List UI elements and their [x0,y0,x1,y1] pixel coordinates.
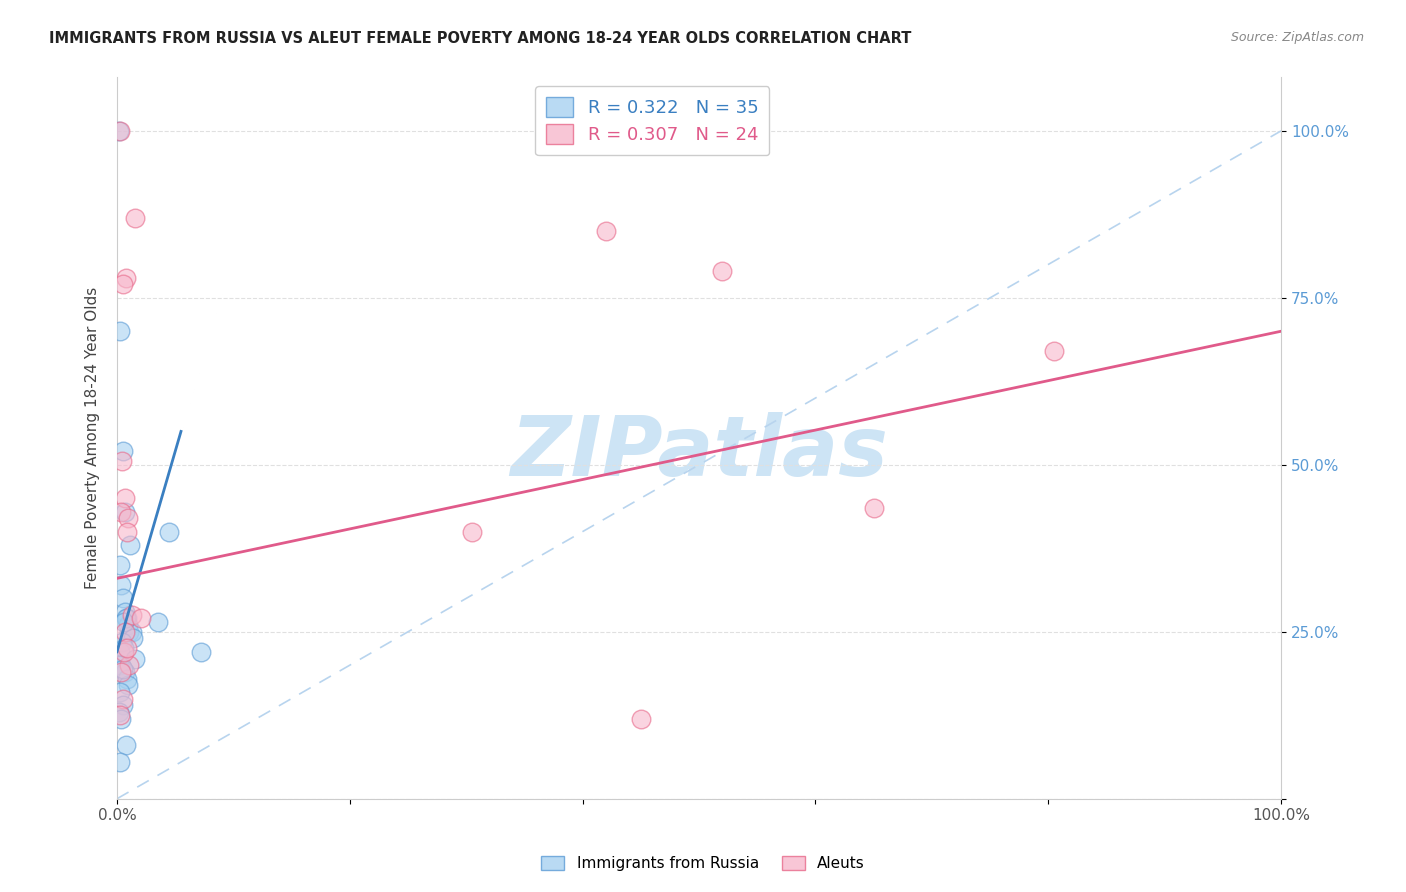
Point [121,624,143,639]
Point [711,264,734,278]
Point [111,661,134,675]
Point [118,538,141,552]
Point [110,505,132,519]
Legend: Immigrants from Russia, Aleuts: Immigrants from Russia, Aleuts [536,850,870,877]
Point [114,491,136,506]
Point [121,632,143,646]
Point [110,755,132,769]
Point [595,224,617,238]
Point [112,591,135,606]
Point [108,658,131,673]
Point [131,611,153,625]
Point [110,124,132,138]
Point [121,608,143,623]
Point [117,511,139,525]
Point [112,645,135,659]
Point [115,611,138,625]
Point [124,211,146,225]
Point [110,665,132,679]
Point [111,454,134,468]
Point [146,615,169,629]
Point [114,624,136,639]
Point [110,324,132,338]
Point [114,739,136,753]
Point [112,615,135,629]
Point [108,705,131,719]
Point [110,658,132,673]
Point [112,277,135,292]
Point [1043,344,1066,359]
Point [862,501,884,516]
Point [118,624,141,639]
Point [124,651,146,665]
Point [115,672,138,686]
Point [111,698,134,713]
Text: ZIPatlas: ZIPatlas [510,412,889,493]
Point [110,712,132,726]
Point [110,578,132,592]
Point [190,645,212,659]
Point [115,270,138,285]
Point [117,524,139,539]
Point [117,678,139,692]
Point [108,708,131,723]
Point [115,611,138,625]
Point [157,524,180,539]
Point [114,605,136,619]
Point [630,712,652,726]
Text: IMMIGRANTS FROM RUSSIA VS ALEUT FEMALE POVERTY AMONG 18-24 YEAR OLDS CORRELATION: IMMIGRANTS FROM RUSSIA VS ALEUT FEMALE P… [49,31,911,46]
Point [461,524,484,539]
Point [118,658,141,673]
Point [114,505,136,519]
Legend: R = 0.322   N = 35, R = 0.307   N = 24: R = 0.322 N = 35, R = 0.307 N = 24 [536,87,769,155]
Point [110,685,132,699]
Text: Source: ZipAtlas.com: Source: ZipAtlas.com [1230,31,1364,45]
Point [111,635,134,649]
Y-axis label: Female Poverty Among 18-24 Year Olds: Female Poverty Among 18-24 Year Olds [86,287,100,590]
Point [107,124,129,138]
Point [114,665,136,679]
Point [112,641,135,656]
Point [108,558,131,572]
Point [110,645,132,659]
Point [117,618,139,632]
Point [115,641,138,656]
Point [111,444,134,458]
Point [111,691,134,706]
